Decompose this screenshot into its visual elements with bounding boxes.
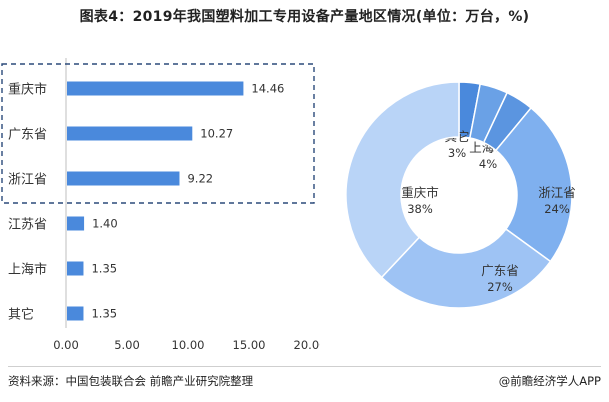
bar-value-label: 9.22	[187, 172, 213, 186]
slice-label: 重庆市	[401, 185, 439, 200]
bar-value-label: 1.35	[91, 262, 117, 276]
slice-value-label: 38%	[407, 202, 433, 216]
footer-divider	[8, 366, 601, 367]
donut-slice	[494, 106, 573, 263]
category-label: 江苏省	[8, 217, 47, 233]
bar-value-label: 1.40	[92, 217, 118, 231]
bar-value-label: 14.46	[251, 82, 284, 96]
x-tick-label: 5.00	[114, 338, 140, 352]
x-tick-label: 0.00	[53, 338, 79, 352]
bar	[67, 216, 85, 231]
slice-label: 浙江省	[538, 185, 576, 200]
x-tick-label: 10.00	[172, 338, 205, 352]
x-tick-label: 20.00	[294, 338, 320, 352]
credit-note: @前瞻经济学人APP	[498, 374, 601, 388]
bar	[67, 306, 84, 321]
bar	[67, 81, 244, 96]
category-label: 重庆市	[8, 82, 47, 98]
slice-label: 广东省	[481, 263, 519, 278]
highlight-box	[1, 63, 315, 204]
chart-title: 图表4：2019年我国塑料加工专用设备产量地区情况(单位：万台，%)	[79, 9, 530, 25]
slice-value-label: 27%	[487, 280, 513, 294]
slice-value-label: 4%	[479, 157, 497, 171]
source-note: 资料来源：中国包装联合会 前瞻产业研究院整理	[8, 374, 254, 388]
bar	[67, 261, 84, 276]
bar-value-label: 1.35	[91, 307, 117, 321]
donut-slice	[380, 228, 552, 309]
bar-value-label: 10.27	[200, 127, 233, 141]
category-label: 其它	[8, 307, 34, 323]
category-label: 广东省	[8, 128, 47, 143]
bar	[67, 126, 193, 141]
donut-slice	[345, 81, 460, 279]
category-label: 上海市	[8, 262, 47, 278]
x-tick-label: 15.00	[233, 338, 266, 352]
bar-chart: 重庆市 14.46 广东省 10.27 浙江省 9.22 江苏省 1.40 上海市 1.35 其它 1…	[1, 58, 320, 352]
slice-value-label: 24%	[544, 202, 570, 216]
bar	[67, 171, 180, 186]
category-label: 浙江省	[8, 173, 47, 188]
slice-value-label: 3%	[448, 146, 466, 160]
